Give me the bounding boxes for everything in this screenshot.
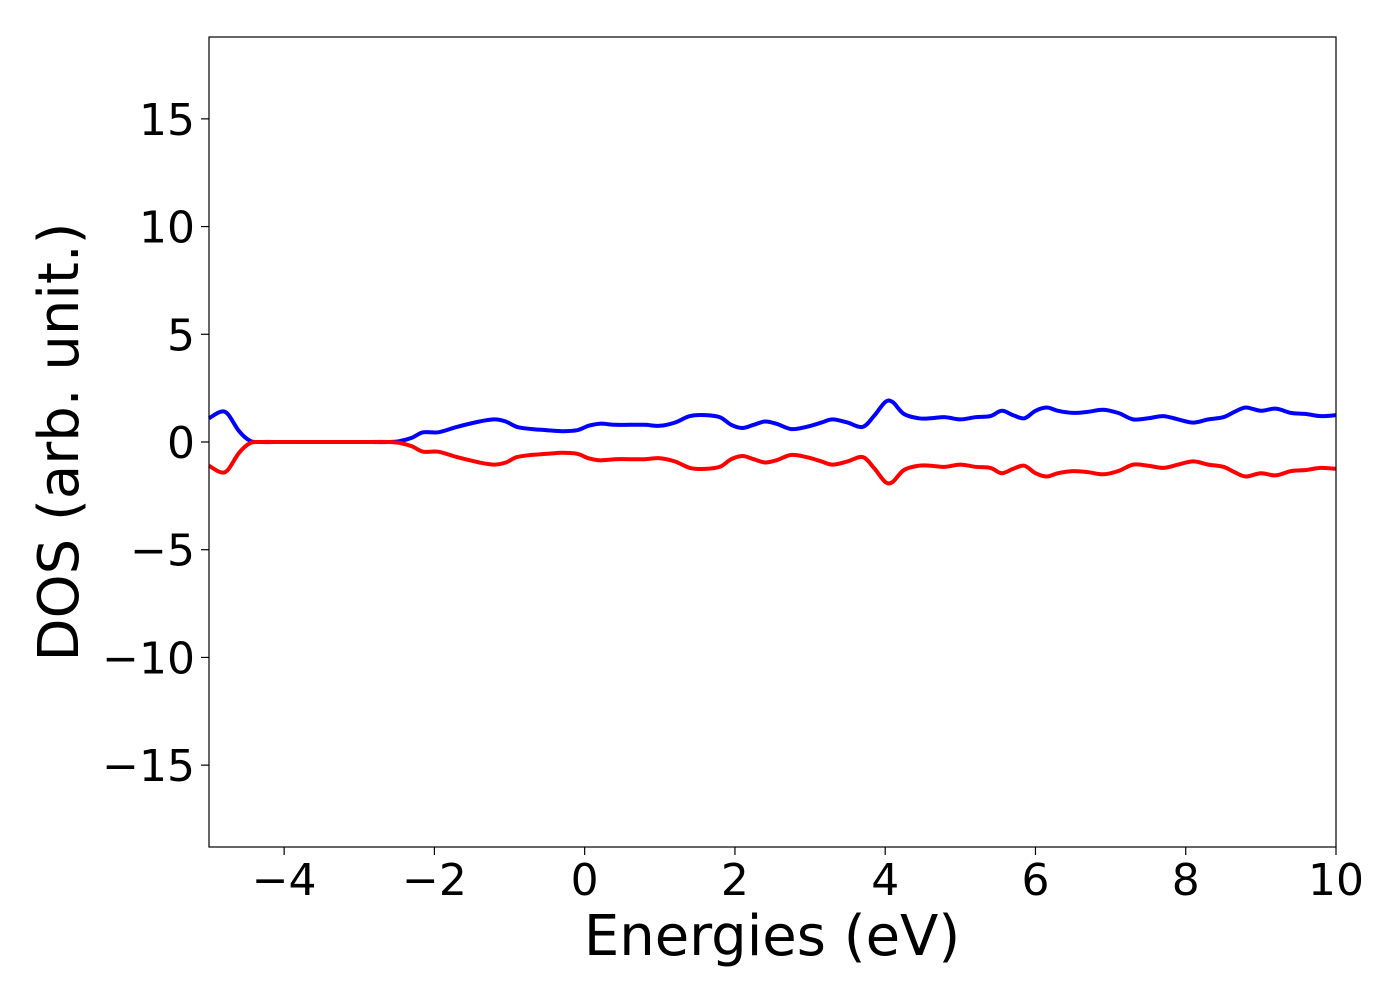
y-axis-ticks: 15 10 5 0 −5 −10 −15 xyxy=(102,95,209,792)
dos-series-up-line xyxy=(207,398,1337,445)
y-axis-label: DOS (arb. unit.) xyxy=(27,222,92,661)
x-tick-label: −4 xyxy=(252,855,317,906)
x-tick-label: −2 xyxy=(402,855,467,906)
series-layer xyxy=(207,398,1337,486)
y-tick-label: −5 xyxy=(130,526,195,577)
x-tick-label: 10 xyxy=(1308,855,1364,906)
y-tick-label: 5 xyxy=(167,310,195,361)
x-tick-label: 4 xyxy=(871,855,899,906)
x-tick-label: 6 xyxy=(1021,855,1049,906)
y-tick-label: 15 xyxy=(139,95,195,146)
x-tick-label: 0 xyxy=(571,855,599,906)
x-tick-label: 2 xyxy=(721,855,749,906)
dos-series-down-line xyxy=(207,439,1337,486)
y-tick-label: 10 xyxy=(139,203,195,254)
x-axis-label: Energies (eV) xyxy=(584,904,960,969)
y-tick-label: −10 xyxy=(102,633,195,684)
x-tick-label: 8 xyxy=(1172,855,1200,906)
y-tick-label: −15 xyxy=(102,741,195,792)
x-axis-ticks: −4 −2 0 2 4 6 8 10 xyxy=(252,847,1364,906)
y-tick-label: 0 xyxy=(167,418,195,469)
